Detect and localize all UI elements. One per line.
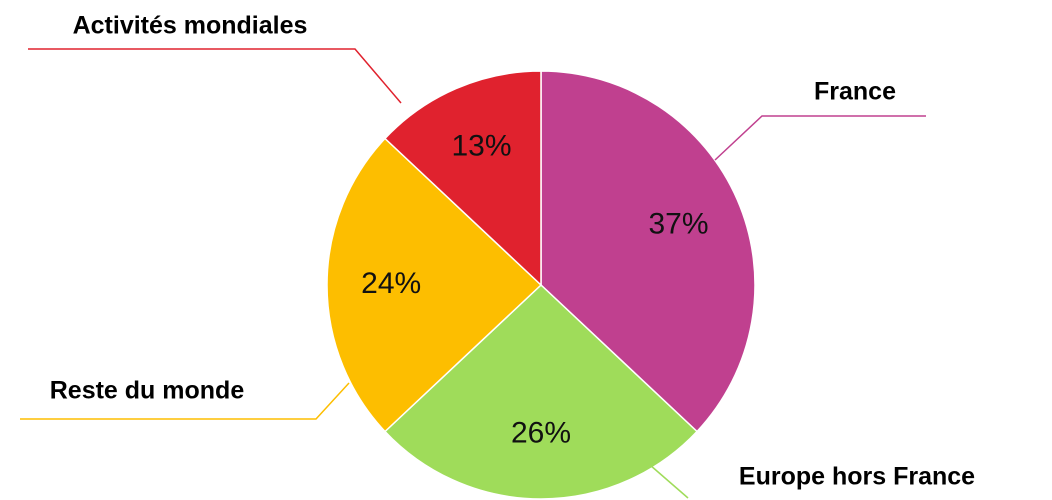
pie-slice [326, 137, 543, 433]
value-label: 24% [361, 267, 421, 300]
leader-line [649, 464, 689, 499]
category-label: Activités mondiales [73, 12, 308, 40]
pie-slice [383, 283, 699, 500]
pie-slice [383, 70, 542, 287]
value-label: 13% [451, 129, 511, 162]
leader-line [714, 115, 926, 161]
pie-slice [540, 70, 756, 433]
category-label: France [814, 78, 896, 106]
category-label: Reste du monde [50, 377, 245, 405]
leader-line [20, 382, 350, 420]
category-label: Europe hors France [739, 463, 975, 491]
leader-line [28, 48, 402, 104]
value-label: 37% [648, 207, 708, 240]
value-label: 26% [511, 417, 571, 450]
